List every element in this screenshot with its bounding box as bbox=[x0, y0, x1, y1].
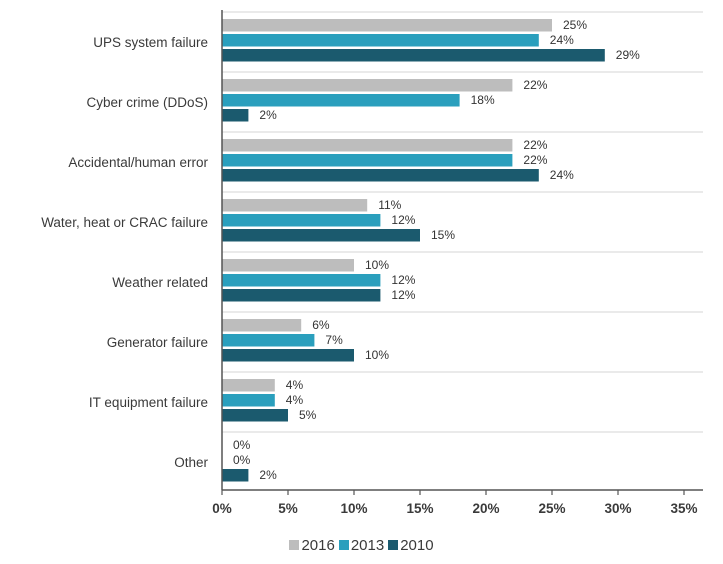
category-label: UPS system failure bbox=[93, 35, 208, 50]
bar-2016-0 bbox=[222, 19, 552, 32]
x-tick-label: 0% bbox=[212, 501, 232, 516]
bar-2010-7 bbox=[222, 469, 249, 482]
value-label: 2% bbox=[259, 108, 277, 122]
x-tick-label: 20% bbox=[472, 501, 499, 516]
value-label: 24% bbox=[550, 168, 574, 182]
bar-2013-4 bbox=[222, 274, 381, 287]
value-label: 12% bbox=[391, 273, 415, 287]
value-label: 11% bbox=[378, 198, 401, 212]
bar-2010-6 bbox=[222, 409, 288, 422]
legend-item-2010: 2010 bbox=[388, 536, 434, 554]
bar-2010-3 bbox=[222, 229, 420, 242]
category-label: Accidental/human error bbox=[68, 155, 208, 170]
category-label: Cyber crime (DDoS) bbox=[86, 95, 208, 110]
category-label: Generator failure bbox=[107, 335, 208, 350]
category-label: Other bbox=[174, 455, 208, 470]
bar-2013-5 bbox=[222, 334, 315, 347]
value-label: 4% bbox=[286, 378, 304, 392]
value-label: 29% bbox=[616, 48, 640, 62]
bar-2016-1 bbox=[222, 79, 513, 92]
value-label: 5% bbox=[299, 408, 317, 422]
bar-2013-2 bbox=[222, 154, 513, 167]
category-label: IT equipment failure bbox=[89, 395, 208, 410]
bar-2013-0 bbox=[222, 34, 539, 47]
bar-2010-4 bbox=[222, 289, 381, 302]
bar-2016-6 bbox=[222, 379, 275, 392]
bar-2013-6 bbox=[222, 394, 275, 407]
value-label: 4% bbox=[286, 393, 304, 407]
legend-label: 2016 bbox=[301, 536, 335, 554]
bar-2016-3 bbox=[222, 199, 368, 212]
bar-2016-5 bbox=[222, 319, 302, 332]
x-tick-label: 5% bbox=[278, 501, 298, 516]
bar-2010-5 bbox=[222, 349, 354, 362]
x-tick-label: 15% bbox=[406, 501, 433, 516]
legend-label: 2013 bbox=[350, 536, 385, 554]
value-label: 24% bbox=[550, 33, 574, 47]
value-label: 25% bbox=[563, 18, 587, 32]
bar-2010-1 bbox=[222, 109, 249, 122]
category-label: Weather related bbox=[112, 275, 208, 290]
value-label: 0% bbox=[233, 438, 251, 452]
x-tick-label: 30% bbox=[604, 501, 631, 516]
legend-swatch bbox=[289, 540, 300, 550]
legend-item-2013: 2013 bbox=[338, 536, 385, 554]
legend-label: 2010 bbox=[400, 536, 434, 554]
bar-2010-0 bbox=[222, 49, 605, 62]
x-tick-label: 35% bbox=[670, 501, 697, 516]
value-label: 22% bbox=[523, 138, 547, 152]
value-label: 12% bbox=[391, 288, 415, 302]
value-label: 7% bbox=[325, 333, 343, 347]
legend-item-2016: 2016 bbox=[289, 536, 335, 554]
legend: 2016 2013 2010 bbox=[0, 534, 723, 556]
bar-2016-2 bbox=[222, 139, 513, 152]
value-label: 18% bbox=[471, 93, 495, 107]
bar-2013-1 bbox=[222, 94, 460, 107]
value-label: 22% bbox=[523, 78, 547, 92]
legend-swatch bbox=[388, 540, 399, 550]
x-tick-label: 10% bbox=[340, 501, 367, 516]
value-label: 10% bbox=[365, 258, 389, 272]
legend-swatch bbox=[338, 540, 349, 550]
value-label: 10% bbox=[365, 348, 389, 362]
value-label: 15% bbox=[431, 228, 455, 242]
category-label: Water, heat or CRAC failure bbox=[41, 215, 208, 230]
value-label: 2% bbox=[259, 468, 277, 482]
value-label: 22% bbox=[523, 153, 547, 167]
x-tick-label: 25% bbox=[538, 501, 565, 516]
bar-2013-3 bbox=[222, 214, 381, 227]
bar-2016-4 bbox=[222, 259, 354, 272]
value-label: 12% bbox=[391, 213, 415, 227]
bar-2010-2 bbox=[222, 169, 539, 182]
value-label: 0% bbox=[233, 453, 251, 467]
value-label: 6% bbox=[312, 318, 330, 332]
